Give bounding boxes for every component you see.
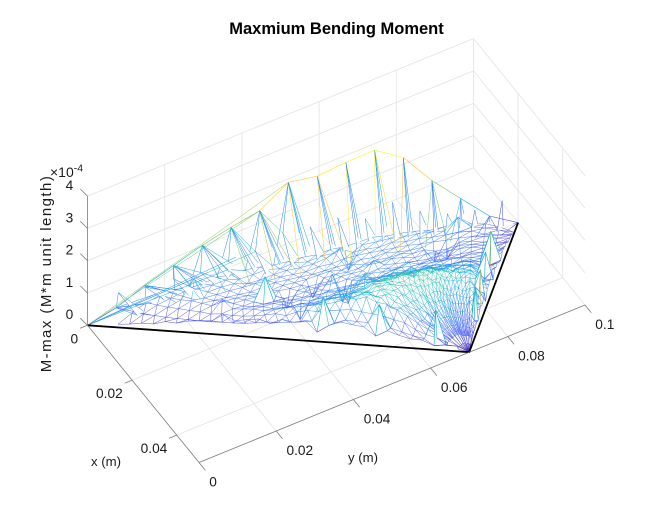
svg-text:0: 0 (209, 474, 217, 489)
svg-text:0.06: 0.06 (441, 380, 468, 395)
svg-text:1: 1 (66, 275, 74, 290)
svg-text:0.02: 0.02 (96, 386, 123, 401)
svg-text:M-max (M*m unit length): M-max (M*m unit length) (38, 175, 55, 373)
svg-text:0.02: 0.02 (287, 443, 314, 458)
svg-text:3: 3 (66, 210, 74, 225)
svg-text:Maxmium Bending Moment: Maxmium Bending Moment (229, 20, 444, 38)
svg-text:4: 4 (66, 178, 74, 193)
svg-text:0: 0 (70, 331, 78, 346)
svg-text:y (m): y (m) (348, 450, 378, 465)
svg-text:0: 0 (66, 307, 74, 322)
svg-text:2: 2 (66, 243, 74, 258)
svg-text:0.04: 0.04 (141, 441, 168, 456)
svg-text:0.08: 0.08 (518, 348, 545, 363)
svg-text:x (m): x (m) (91, 454, 121, 469)
svg-text:0.04: 0.04 (364, 411, 391, 426)
svg-text:0.1: 0.1 (595, 317, 614, 332)
